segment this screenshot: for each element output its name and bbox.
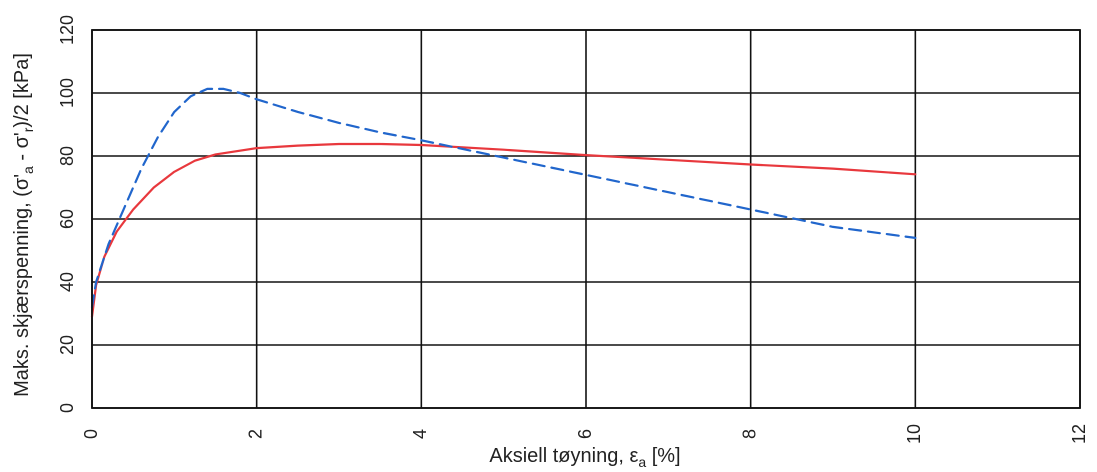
x-tick-labels: 0 2 4 6 8 10 12 — [81, 424, 1089, 444]
y-tick-labels: 0 20 40 60 80 100 120 — [57, 15, 77, 413]
y-axis-label-sub1: a — [20, 166, 36, 174]
series-line-dashed — [90, 87, 917, 309]
x-tick-label: 2 — [245, 429, 265, 439]
y-axis-label-tail: )/2 [kPa] — [11, 53, 33, 127]
y-axis-label-sub2: r — [20, 127, 36, 132]
y-axis-label-main: Maks. skjærspenning, (σ' — [11, 174, 33, 397]
y-tick-label: 100 — [57, 78, 77, 108]
x-axis-label: Aksiell tøyning, εa [%] — [489, 445, 680, 470]
x-tick-label: 12 — [1069, 424, 1089, 444]
x-tick-label: 6 — [575, 429, 595, 439]
x-axis-label-main: Aksiell tøyning, ε — [489, 445, 638, 467]
y-axis-label: Maks. skjærspenning, (σ'a - σ'r)/2 [kPa] — [11, 53, 36, 397]
y-tick-label: 60 — [57, 209, 77, 229]
x-tick-label: 0 — [81, 429, 101, 439]
y-tick-label: 80 — [57, 146, 77, 166]
y-axis-label-mid: - σ' — [11, 132, 33, 166]
x-axis-label-tail: [%] — [646, 445, 680, 467]
x-tick-label: 8 — [739, 429, 759, 439]
series-group — [90, 87, 917, 318]
plot-frame — [91, 29, 1081, 409]
y-tick-label: 120 — [57, 15, 77, 45]
y-tick-label: 40 — [57, 272, 77, 292]
grid — [91, 29, 1081, 409]
y-tick-label: 0 — [57, 403, 77, 413]
y-tick-label: 20 — [57, 335, 77, 355]
x-tick-label: 4 — [410, 429, 430, 439]
x-tick-label: 10 — [904, 424, 924, 444]
series-line-solid — [90, 142, 917, 318]
x-axis-label-sub: a — [638, 454, 646, 470]
